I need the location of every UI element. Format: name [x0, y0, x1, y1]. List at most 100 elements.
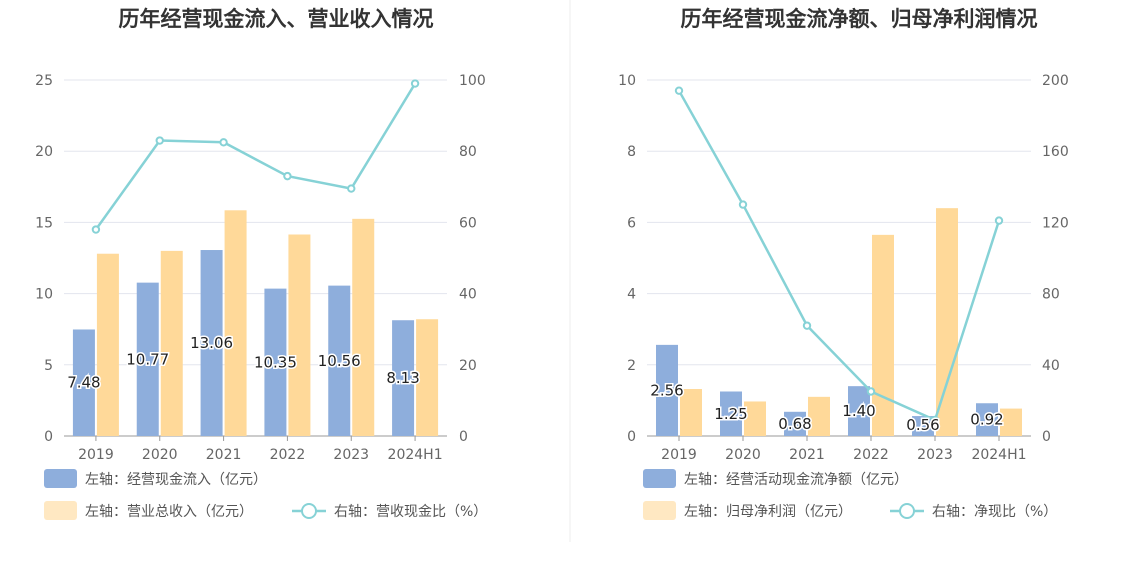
x-axis-tick-label: 2021 — [789, 447, 825, 463]
bar-secondary-series — [872, 234, 894, 436]
legend-label: 右轴：净现比（%） — [932, 504, 1057, 520]
bar-primary-series — [784, 411, 806, 436]
left-axis-tick-label: 5 — [44, 358, 53, 374]
line-series — [677, 90, 1001, 422]
bar-data-label: 10.56 — [318, 352, 361, 370]
bar-primary-series — [392, 320, 415, 436]
line-point — [930, 415, 940, 425]
bar-data-label: 10.77 — [126, 350, 169, 368]
right-axis-tick-label: 160 — [1042, 144, 1069, 160]
chart-2: 历年经营现金流净额、归母净利润情况 0 0 2 40 4 80 6 120 8 160 10 200 20… — [618, 7, 1069, 520]
bar-secondary-series — [96, 253, 119, 436]
right-axis-tick-label: 120 — [1042, 215, 1069, 231]
bar-data-label: 8.13 — [386, 369, 419, 387]
line-point — [738, 200, 748, 209]
left-axis-tick-label: 6 — [627, 215, 636, 231]
bar-secondary-series — [224, 210, 247, 436]
legend-swatch-bar — [643, 469, 676, 488]
line-point — [155, 136, 164, 145]
right-axis-tick-label: 60 — [459, 215, 477, 231]
bar-secondary-series — [808, 396, 830, 436]
bar-primary-series — [72, 329, 95, 436]
line-point — [283, 171, 292, 181]
line-point — [347, 184, 356, 193]
right-axis-tick-label: 200 — [1042, 73, 1069, 89]
left-axis-tick-label: 10 — [618, 73, 636, 89]
x-axis-tick-label: 2019 — [78, 447, 114, 463]
x-axis-tick-label: 2020 — [142, 447, 178, 463]
legend-swatch-bar — [643, 501, 676, 520]
legend-label: 左轴：归母净利润（亿元） — [684, 503, 852, 520]
bar-secondary-series — [160, 250, 183, 436]
bar-secondary-series — [1000, 408, 1022, 436]
line-series — [94, 82, 417, 231]
legend-label: 左轴：经营活动现金流净额（亿元） — [684, 472, 908, 488]
bar-secondary-series — [936, 208, 958, 436]
line-point — [410, 79, 420, 88]
left-axis-tick-label: 20 — [35, 144, 53, 160]
bar-secondary-series — [416, 319, 439, 436]
bar-primary-series — [912, 416, 934, 436]
bar-data-label: 1.40 — [842, 402, 875, 420]
bar-primary-series — [848, 386, 870, 436]
legend-swatch-marker — [301, 503, 317, 519]
x-axis-tick-label: 2020 — [725, 447, 761, 463]
line-point — [91, 225, 101, 234]
bar-data-label: 13.06 — [190, 334, 233, 352]
bar-data-label: 2.56 — [650, 381, 683, 399]
chart-title: 历年经营现金流净额、归母净利润情况 — [681, 7, 1038, 31]
bar-data-label: 7.48 — [67, 374, 100, 392]
legend-label: 右轴：营收现金比（%） — [334, 504, 487, 520]
left-axis-tick-label: 8 — [627, 144, 636, 160]
left-axis-tick-label: 4 — [627, 287, 636, 303]
bar-primary-series — [264, 288, 287, 436]
right-axis-tick-label: 80 — [1042, 287, 1060, 303]
line-point — [674, 86, 684, 95]
left-axis-tick-label: 0 — [627, 429, 636, 445]
x-axis-tick-label: 2024H1 — [388, 447, 443, 463]
right-axis-tick-label: 0 — [1042, 429, 1051, 445]
left-axis-tick-label: 0 — [44, 429, 53, 445]
x-axis-tick-label: 2019 — [661, 447, 697, 463]
x-axis-tick-label: 2022 — [270, 447, 306, 463]
chart-1: 历年经营现金流入、营业收入情况 0 0 5 20 10 40 15 60 20 80 25 100 201… — [35, 7, 487, 520]
right-axis-tick-label: 20 — [459, 358, 477, 374]
legend-label: 左轴：经营现金流入（亿元） — [85, 472, 267, 488]
bar-secondary-series — [352, 218, 375, 436]
bar-primary-series — [200, 250, 223, 436]
bar-primary-series — [720, 391, 742, 436]
left-axis-tick-label: 25 — [35, 73, 53, 89]
line-point — [866, 387, 876, 396]
bar-data-label: 1.25 — [714, 405, 747, 423]
chart-legend: 左轴：经营活动现金流净额（亿元） 左轴：归母净利润（亿元） 右轴：净现比（%） — [643, 469, 1057, 520]
legend-swatch-bar — [44, 501, 77, 520]
bar-secondary-series — [288, 234, 311, 436]
chart-legend: 左轴：经营现金流入（亿元） 左轴：营业总收入（亿元） 右轴：营收现金比（%） — [44, 469, 487, 520]
left-axis-tick-label: 15 — [35, 215, 53, 231]
right-axis-tick-label: 0 — [459, 429, 468, 445]
bar-secondary-series — [744, 401, 766, 436]
x-axis-tick-label: 2023 — [917, 447, 953, 463]
left-axis-tick-label: 2 — [627, 358, 636, 374]
right-axis-tick-label: 100 — [459, 73, 486, 89]
x-axis-tick-label: 2022 — [853, 447, 889, 463]
bar-secondary-series — [680, 389, 702, 436]
x-axis-tick-label: 2024H1 — [971, 447, 1026, 463]
bar-primary-series — [136, 282, 159, 436]
bar-primary-series — [328, 285, 351, 436]
bar-primary-series — [656, 344, 678, 436]
x-axis-tick-label: 2021 — [206, 447, 242, 463]
x-axis-tick-label: 2023 — [333, 447, 369, 463]
line-point — [802, 321, 812, 330]
right-axis-tick-label: 80 — [459, 144, 477, 160]
bar-data-label: 0.56 — [906, 416, 939, 434]
bar-data-label: 0.68 — [778, 415, 811, 433]
right-axis-tick-label: 40 — [459, 287, 477, 303]
bar-primary-series — [976, 403, 998, 436]
bar-data-label: 10.35 — [254, 353, 297, 371]
bar-data-label: 0.92 — [970, 411, 1003, 429]
legend-swatch-bar — [44, 469, 77, 488]
line-point — [994, 216, 1004, 225]
